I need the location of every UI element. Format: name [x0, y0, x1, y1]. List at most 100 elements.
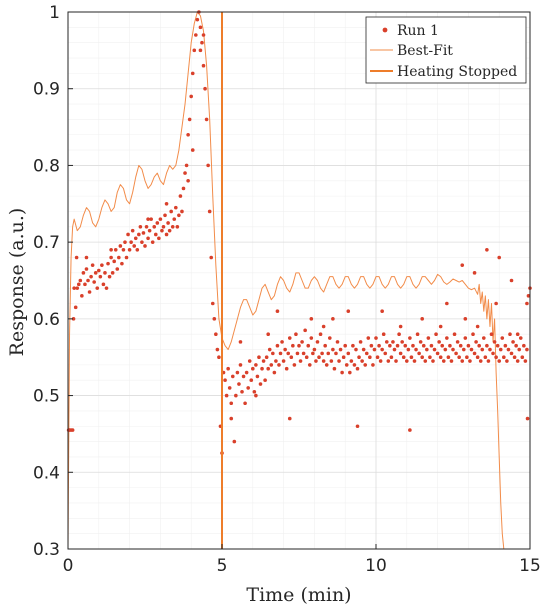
run-1-point — [371, 363, 375, 367]
run-1-point — [254, 363, 258, 367]
run-1-point — [284, 366, 289, 371]
run-1-point — [184, 163, 189, 168]
run-1-point — [240, 389, 244, 394]
run-1-point — [74, 255, 79, 260]
legend-entry-best-fit: Best-Fit — [370, 43, 453, 59]
run-1-point — [485, 343, 489, 348]
run-1-point — [420, 317, 425, 321]
run-1-point — [492, 340, 497, 344]
run-1-point — [511, 340, 515, 344]
run-1-point — [264, 355, 269, 360]
run-1-point — [463, 336, 468, 340]
run-1-point — [84, 267, 89, 271]
run-1-point — [73, 305, 78, 310]
run-1-point — [230, 374, 235, 379]
run-1-point — [526, 294, 531, 298]
run-1-point — [485, 248, 489, 252]
run-1-point — [141, 231, 146, 235]
run-1-point — [266, 332, 271, 337]
run-1-point — [445, 301, 449, 306]
run-1-point — [446, 355, 451, 360]
run-1-point — [298, 359, 303, 363]
run-1-point — [297, 343, 301, 348]
run-1-point — [200, 40, 204, 45]
run-1-point — [112, 259, 116, 264]
run-1-point — [83, 282, 87, 287]
run-1-point — [500, 336, 505, 340]
run-1-point — [72, 286, 76, 290]
run-1-point — [435, 351, 440, 356]
run-1-point — [320, 351, 324, 356]
run-1-point — [508, 332, 512, 337]
run-1-point — [190, 71, 195, 76]
run-1-point — [186, 132, 190, 137]
run-1-point — [369, 343, 374, 348]
run-1-point — [287, 416, 292, 421]
run-1-point — [292, 363, 297, 367]
run-1-point — [495, 343, 500, 348]
run-1-point — [295, 351, 300, 356]
run-1-point — [198, 48, 203, 53]
run-1-point — [432, 347, 437, 352]
run-1-point — [93, 271, 98, 275]
run-1-point — [304, 355, 309, 360]
run-1-point — [509, 351, 514, 356]
run-1-point — [294, 332, 298, 337]
run-1-point — [351, 343, 355, 348]
run-1-point — [408, 428, 412, 432]
run-1-point — [106, 261, 110, 266]
run-1-point — [448, 343, 452, 348]
run-1-point — [405, 359, 409, 363]
legend: Run 1 Best-Fit Heating Stopped — [365, 16, 527, 84]
run-1-point — [126, 232, 130, 237]
run-1-point — [181, 186, 186, 191]
y-tick-label: 0.6 — [33, 310, 60, 330]
run-1-point — [120, 261, 124, 266]
legend-marker-run-1 — [382, 27, 388, 33]
run-1-point — [337, 359, 341, 363]
run-1-point — [138, 225, 143, 229]
run-1-point — [80, 294, 84, 298]
run-1-point — [261, 359, 266, 363]
run-1-point — [130, 228, 135, 233]
run-1-point — [488, 347, 492, 352]
y-tick-label: 0.5 — [33, 387, 60, 407]
run-1-point — [451, 347, 455, 352]
run-1-point — [90, 263, 95, 267]
run-1-point — [357, 355, 361, 360]
run-1-point — [274, 359, 278, 363]
run-1-point — [394, 359, 398, 363]
run-1-point — [257, 355, 261, 360]
run-1-point — [303, 328, 307, 333]
run-1-point — [160, 228, 164, 233]
run-1-point — [478, 359, 483, 363]
run-1-point — [324, 363, 329, 367]
run-1-point — [475, 324, 480, 329]
run-1-point — [486, 359, 491, 363]
x-tick-label: 10 — [365, 556, 387, 576]
run-1-point — [192, 48, 197, 53]
run-1-point — [237, 382, 241, 386]
run-1-point — [167, 228, 172, 233]
run-1-point — [398, 324, 403, 329]
run-1-point — [364, 351, 369, 356]
run-1-point — [443, 347, 448, 352]
run-1-point — [363, 363, 368, 367]
run-1-point — [395, 343, 400, 348]
x-axis-title: Time (min) — [246, 584, 351, 606]
legend-label-run-1: Run 1 — [397, 23, 439, 39]
run-1-point — [207, 209, 212, 214]
run-1-point — [388, 343, 392, 348]
run-1-point — [140, 240, 144, 244]
run-1-point — [300, 340, 304, 344]
run-1-point — [158, 217, 163, 221]
run-1-point — [75, 286, 80, 290]
run-1-point — [438, 324, 443, 329]
run-1-point — [223, 378, 227, 383]
run-1-point — [137, 232, 141, 237]
run-1-point — [84, 255, 89, 260]
run-1-point — [307, 363, 312, 367]
run-1-point — [452, 332, 457, 337]
run-1-point — [505, 359, 509, 363]
